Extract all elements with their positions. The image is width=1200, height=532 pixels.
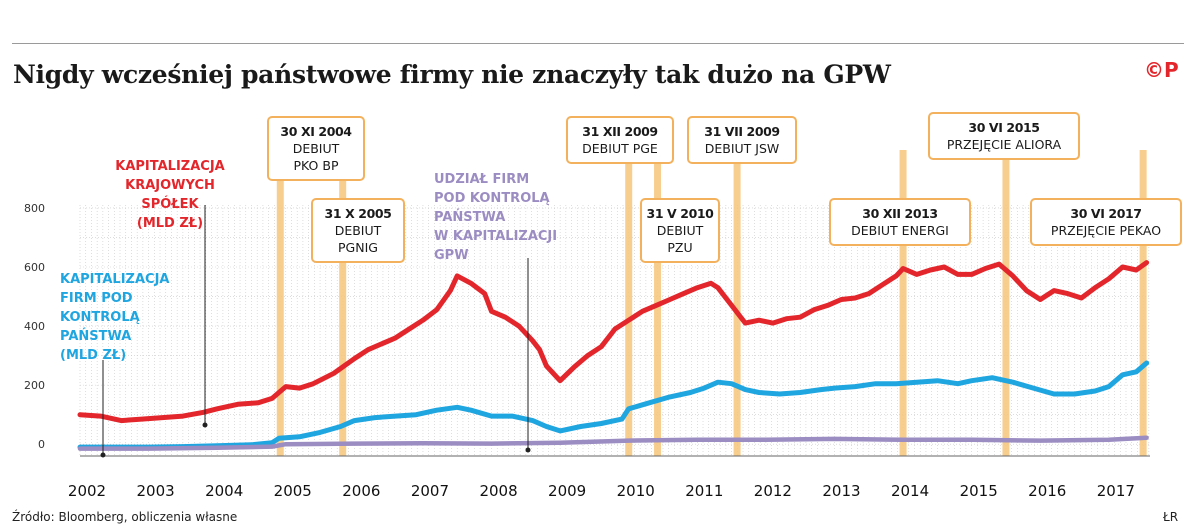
y-tick-label: 0 [38,438,45,451]
series-annotation-text: SPÓŁEK [141,196,199,212]
event-desc-text: PRZEJĘCIE PEKAO [1051,223,1161,238]
event-label: 31 VII 2009 DEBIUT JSW [687,116,797,164]
event-date-text: 30 VI 2017 [1070,206,1141,221]
series-line [77,435,1149,451]
source-note: Źródło: Bloomberg, obliczenia własne [12,510,238,524]
event-desc-text: PZU [667,240,692,255]
event-label-box [566,116,674,164]
event-desc-text: DEBIUT [335,223,382,238]
series-annotation-text: KONTROLĄ [60,310,140,325]
event-date-text: 30 XI 2004 [280,124,352,139]
event-label: 31 X 2005 DEBIUT PGNIG [311,198,405,263]
event-label-box [311,198,405,263]
y-tick-label: 600 [24,261,45,274]
grid [79,205,1150,456]
event-label-box [687,116,797,164]
event-date-text: 31 XII 2009 [582,124,657,139]
event-label: 30 XII 2013 DEBIUT ENERGI [829,198,971,246]
event-label: 31 XII 2009 DEBIUT PGE [566,116,674,164]
event-label-box [640,198,720,263]
event-label: 30 XI 2004 DEBIUT PKO BP [267,116,365,181]
event-desc-text: PKO BP [294,158,339,173]
event-label-box [829,198,971,246]
event-label-box [1030,198,1182,246]
series-annotation-text: (MLD ZŁ) [137,216,203,231]
series-annotation-text: PAŃSTWA [434,209,505,225]
event-label-box [267,116,365,181]
event-desc-text: DEBIUT PGE [582,141,658,156]
event-date-text: 31 VII 2009 [704,124,779,139]
event-desc-text: DEBIUT JSW [705,141,780,156]
event-date-text: 30 VI 2015 [968,120,1039,135]
x-tick-label: 2007 [411,482,449,500]
series-annotation-text: KAPITALIZACJA [115,159,224,174]
series-annotation-text: W KAPITALIZACJI [434,229,557,244]
y-tick-label: 200 [24,379,45,392]
series-annotation-text: UDZIAŁ FIRM [434,172,529,187]
author-credit: ŁR [1163,510,1179,524]
series-annotation-red: KAPITALIZACJA KRAJOWYCH SPÓŁEK (MLD ZŁ) [115,159,224,231]
x-tick-label: 2016 [1028,482,1066,500]
event-band [1002,150,1010,456]
leader-dot-purple [525,447,531,453]
x-tick-label: 2009 [548,482,586,500]
event-desc-text: PRZEJĘCIE ALIORA [947,137,1062,152]
event-label-box [928,112,1080,160]
event-desc-text: DEBIUT [657,223,704,238]
event-date-text: 30 XII 2013 [862,206,937,221]
event-band [339,150,347,456]
x-tick-label: 2015 [960,482,998,500]
top-rule [12,43,1184,44]
event-desc-text: PGNIG [338,240,378,255]
series-annotation-text: KRAJOWYCH [125,178,215,193]
x-tick-label: 2002 [68,482,106,500]
event-band [625,150,633,456]
publisher-logo: ©P [1144,58,1179,82]
event-band [899,150,907,456]
series-annotation-purple: UDZIAŁ FIRM POD KONTROLĄ PAŃSTWA W KAPITALI… [434,172,557,263]
series-annotation-text: GPW [434,248,469,263]
event-label: 30 VI 2015 PRZEJĘCIE ALIORA [928,112,1080,160]
event-band [276,150,284,456]
series-annotation-text: POD KONTROLĄ [434,191,550,206]
y-tick-label: 800 [24,202,45,215]
leader-dot-blue [100,452,106,458]
leader-dot-red [202,422,208,428]
y-tick-label: 400 [24,320,45,333]
event-label: 30 VI 2017 PRZEJĘCIE PEKAO [1030,198,1182,246]
x-tick-label: 2013 [822,482,860,500]
event-label: 31 V 2010 DEBIUT PZU [640,198,720,263]
series-annotation-text: KAPITALIZACJA [60,272,169,287]
x-tick-label: 2017 [1097,482,1135,500]
x-tick-label: 2011 [685,482,723,500]
event-band [1139,150,1147,456]
x-tick-label: 2008 [479,482,517,500]
event-date-text: 31 X 2005 [325,206,392,221]
event-band [733,150,741,456]
series-line [77,360,1150,450]
x-tick-label: 2006 [342,482,380,500]
x-tick-label: 2010 [617,482,655,500]
event-desc-text: DEBIUT [293,141,340,156]
x-tick-label: 2003 [136,482,174,500]
series-annotation-text: FIRM POD [60,291,133,306]
series-annotation-text: PAŃSTWA [60,328,131,344]
event-date-text: 31 V 2010 [647,206,715,221]
series-line [77,260,1150,424]
event-desc-text: DEBIUT ENERGI [851,223,949,238]
series-annotation-text: (MLD ZŁ) [60,348,126,363]
x-tick-label: 2005 [274,482,312,500]
x-tick-label: 2014 [891,482,929,500]
chart-title: Nigdy wcześniej państwowe firmy nie znac… [13,60,891,89]
x-tick-label: 2004 [205,482,243,500]
series-annotation-blue: KAPITALIZACJA FIRM POD KONTROLĄ PAŃSTWA (MLD… [60,272,169,363]
x-tick-label: 2012 [754,482,792,500]
